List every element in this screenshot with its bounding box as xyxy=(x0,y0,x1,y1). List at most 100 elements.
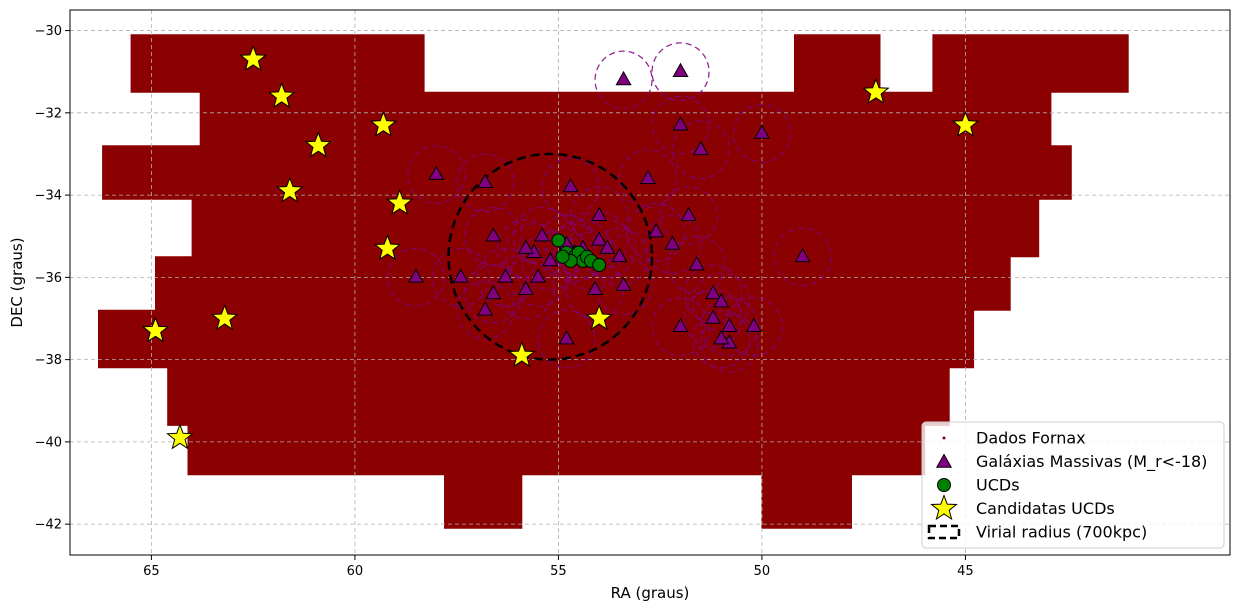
legend-label: Virial radius (700kpc) xyxy=(976,523,1147,542)
ucd-marker xyxy=(555,249,570,264)
candidate-marker xyxy=(951,110,980,137)
massive-galaxy-marker xyxy=(477,301,494,316)
massive-galaxy-circle xyxy=(773,227,832,287)
massive-galaxy-marker xyxy=(664,235,681,250)
ticks-layer: 65 60 55 50 45 −30 −32 −34 −36 −38 −40 −42 xyxy=(35,24,974,579)
y-tick-label: −32 xyxy=(35,106,62,121)
x-tick-label: 50 xyxy=(754,564,771,579)
candidate-marker xyxy=(369,110,398,137)
massive-galaxy-circle xyxy=(594,50,653,110)
massive-galaxy-marker xyxy=(534,227,551,242)
massive-galaxy-circle xyxy=(496,219,556,279)
massive-galaxy-circle xyxy=(407,145,466,204)
ucd-marker xyxy=(551,233,566,248)
massive-galaxy-marker xyxy=(692,140,709,156)
massive-galaxy-marker xyxy=(452,268,469,283)
massive-galaxy-marker xyxy=(517,280,534,295)
candidate-marker xyxy=(862,77,890,104)
survey-footprint xyxy=(98,34,1129,529)
massive-galaxy-circle xyxy=(618,149,678,209)
y-tick-label: −38 xyxy=(35,353,62,368)
legend: Dados Fornax Galáxias Massivas (M_r<-18) U… xyxy=(921,421,1225,549)
ucds-layer xyxy=(551,233,607,273)
massive-galaxy-marker xyxy=(586,280,604,295)
candidate-marker xyxy=(239,44,267,72)
massive-galaxy-circle xyxy=(537,309,596,369)
massive-galaxy-marker xyxy=(688,255,705,271)
candidate-marker xyxy=(141,316,170,343)
massive-galaxy-marker xyxy=(428,165,445,180)
massive-galaxy-marker xyxy=(672,116,689,131)
massive-galaxy-marker xyxy=(615,276,632,291)
massive-galaxy-circle xyxy=(659,186,718,246)
massive-galaxy-marker xyxy=(713,330,730,345)
legend-dot-marker xyxy=(942,436,946,440)
candidate-marker xyxy=(585,304,613,331)
candidate-marker xyxy=(276,176,304,203)
y-tick-label: −40 xyxy=(35,435,62,450)
massive-galaxy-circle xyxy=(700,313,759,373)
massive-galaxy-circle xyxy=(545,223,604,283)
massive-galaxy-marker xyxy=(648,223,665,238)
candidate-marker xyxy=(210,304,239,331)
massive-galaxy-circle xyxy=(626,202,686,262)
plot-frame xyxy=(69,9,1231,556)
massive-galaxy-circle xyxy=(692,309,751,369)
legend-box xyxy=(921,421,1225,549)
massive-galaxy-marker xyxy=(497,268,514,283)
massive-galaxy-marker xyxy=(407,268,425,283)
candidate-marker xyxy=(267,81,296,109)
y-tick-label: −30 xyxy=(35,24,62,39)
massive-galaxy-marker xyxy=(680,206,697,221)
massive-galaxy-circle xyxy=(667,235,726,295)
massive-galaxy-marker xyxy=(713,293,730,308)
massive-galaxy-circle xyxy=(508,247,568,307)
massive-galaxy-marker xyxy=(477,173,494,189)
x-tick-label: 55 xyxy=(550,564,567,579)
massive-galaxy-marker xyxy=(599,239,616,254)
legend-label: Candidatas UCDs xyxy=(976,499,1115,518)
candidates-layer xyxy=(141,44,980,450)
massive-galaxy-marker xyxy=(753,124,770,139)
massive-galaxy-marker xyxy=(705,284,722,300)
massive-galaxy-marker xyxy=(672,62,689,77)
massive-galaxy-marker xyxy=(542,251,559,267)
x-tick-label: 45 xyxy=(957,564,974,579)
y-tick-label: −34 xyxy=(35,189,62,204)
massive-galaxy-circle xyxy=(553,219,612,279)
massive-galaxy-marker xyxy=(721,317,738,333)
legend-dashed-box-marker xyxy=(927,524,961,540)
legend-triangle-marker xyxy=(935,453,953,468)
massive-galaxy-circle xyxy=(386,247,446,307)
massive-galaxy-circle xyxy=(643,215,702,274)
ucd-marker xyxy=(592,258,607,273)
legend-label: UCDs xyxy=(976,476,1020,495)
candidate-marker xyxy=(166,423,194,450)
y-tick-label: −42 xyxy=(35,518,62,533)
x-tick-label: 60 xyxy=(347,564,364,579)
massive-galaxy-marker xyxy=(615,70,632,86)
massive-galaxy-circle xyxy=(456,280,515,340)
massive-galaxy-marker xyxy=(611,247,628,263)
y-tick-label: −36 xyxy=(35,271,62,286)
candidate-marker xyxy=(385,188,414,215)
massive-galaxy-marker xyxy=(485,227,502,242)
massive-galaxy-marker xyxy=(705,309,722,324)
massive-galaxy-circle xyxy=(496,260,556,320)
x-tick-label: 65 xyxy=(143,564,160,579)
candidate-marker xyxy=(508,341,536,368)
massive-galaxy-marker xyxy=(558,330,575,345)
candidate-marker xyxy=(304,131,332,158)
x-axis-label: RA (graus) xyxy=(611,584,690,602)
virial-radius-layer xyxy=(447,152,654,361)
massive-galaxy-marker xyxy=(562,177,579,193)
massive-galaxy-marker xyxy=(672,317,689,333)
massive-galaxy-marker xyxy=(485,284,502,300)
massive-galaxy-marker xyxy=(591,206,608,221)
massive-galaxy-circle xyxy=(724,297,783,357)
massive-galaxy-circle xyxy=(456,153,515,213)
legend-label: Galáxias Massivas (M_r<-18) xyxy=(976,452,1207,472)
massive-galaxy-marker xyxy=(517,239,534,254)
legend-label: Dados Fornax xyxy=(976,429,1086,448)
